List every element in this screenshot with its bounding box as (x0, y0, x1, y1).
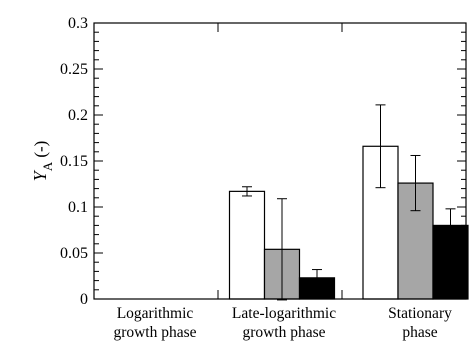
y-tick-label: 0.3 (68, 15, 88, 32)
y-tick-label: 0 (80, 291, 88, 308)
y-axis-ticks: 0 0.05 0.1 0.15 0.2 0.25 0.3 (60, 15, 466, 308)
y-tick-label: 0.1 (68, 199, 88, 216)
x-category-label: Late-logarithmic (232, 305, 336, 322)
x-category-label: Logarithmic (117, 305, 194, 322)
x-category-label: Stationary (388, 305, 452, 322)
bars-layer (228, 145, 469, 300)
y-axis-label: YA (-) (30, 141, 55, 182)
y-axis-subscript: A (40, 161, 55, 171)
y-axis-symbol: Y (30, 169, 50, 181)
y-tick-label: 0.2 (68, 107, 88, 124)
y-tick-label: 0.15 (60, 153, 88, 170)
x-category-label: growth phase (242, 324, 325, 341)
y-tick-label: 0.05 (60, 245, 88, 262)
x-axis-categories: Logarithmic growth phase Late-logarithmic g… (113, 305, 452, 341)
error-bars-layer (242, 104, 456, 301)
y-tick-label: 0.25 (60, 61, 88, 78)
y-axis-title: YA (-) (30, 141, 55, 182)
y-axis-unit: (-) (31, 141, 50, 162)
x-category-label: phase (402, 324, 437, 341)
x-category-label: growth phase (113, 324, 196, 341)
bar (228, 190, 266, 300)
